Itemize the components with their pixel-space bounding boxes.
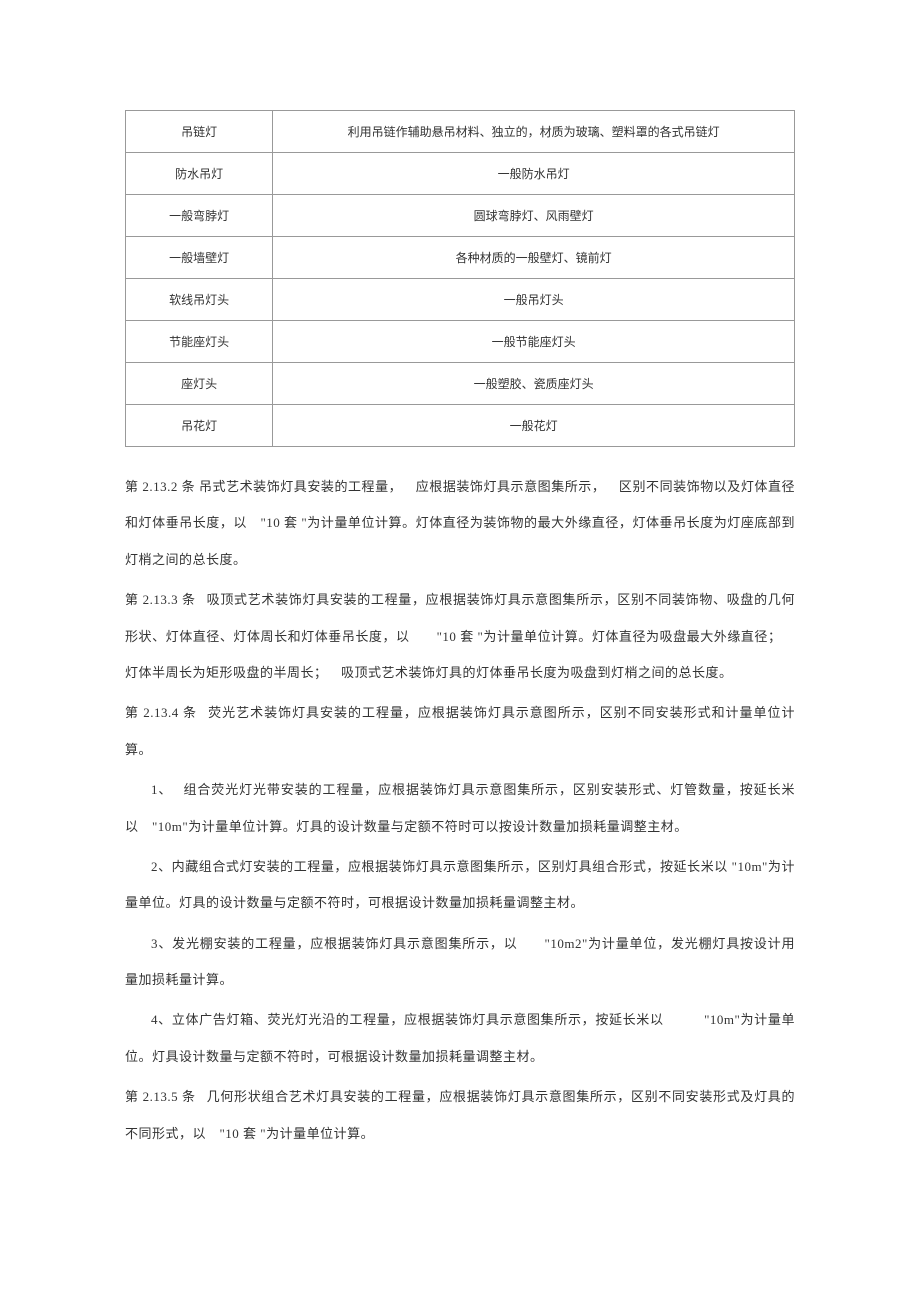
table-row: 节能座灯头 一般节能座灯头 (126, 321, 795, 363)
table-row: 一般墙壁灯 各种材质的一般壁灯、镜前灯 (126, 237, 795, 279)
item-4: 4、立体广告灯箱、荧光灯光沿的工程量，应根据装饰灯具示意图集所示，按延长米以 "… (125, 1002, 795, 1075)
cell-desc: 一般塑胶、瓷质座灯头 (273, 363, 795, 405)
cell-desc: 利用吊链作辅助悬吊材料、独立的，材质为玻璃、塑料罩的各式吊链灯 (273, 111, 795, 153)
cell-name: 吊链灯 (126, 111, 273, 153)
clause-2-13-4: 第 2.13.4 条 荧光艺术装饰灯具安装的工程量，应根据装饰灯具示意图所示，区… (125, 695, 795, 768)
cell-desc: 圆球弯脖灯、风雨壁灯 (273, 195, 795, 237)
cell-name: 座灯头 (126, 363, 273, 405)
table-row: 吊链灯 利用吊链作辅助悬吊材料、独立的，材质为玻璃、塑料罩的各式吊链灯 (126, 111, 795, 153)
light-type-table: 吊链灯 利用吊链作辅助悬吊材料、独立的，材质为玻璃、塑料罩的各式吊链灯 防水吊灯… (125, 110, 795, 447)
clause-2-13-2: 第 2.13.2 条 吊式艺术装饰灯具安装的工程量， 应根据装饰灯具示意图集所示… (125, 469, 795, 578)
table-row: 吊花灯 一般花灯 (126, 405, 795, 447)
table-row: 座灯头 一般塑胶、瓷质座灯头 (126, 363, 795, 405)
cell-desc: 一般吊灯头 (273, 279, 795, 321)
table-row: 一般弯脖灯 圆球弯脖灯、风雨壁灯 (126, 195, 795, 237)
cell-name: 一般弯脖灯 (126, 195, 273, 237)
cell-desc: 一般防水吊灯 (273, 153, 795, 195)
clause-2-13-3: 第 2.13.3 条 吸顶式艺术装饰灯具安装的工程量，应根据装饰灯具示意图集所示… (125, 582, 795, 691)
table-body: 吊链灯 利用吊链作辅助悬吊材料、独立的，材质为玻璃、塑料罩的各式吊链灯 防水吊灯… (126, 111, 795, 447)
cell-desc: 一般节能座灯头 (273, 321, 795, 363)
table-row: 防水吊灯 一般防水吊灯 (126, 153, 795, 195)
cell-name: 吊花灯 (126, 405, 273, 447)
item-1: 1、 组合荧光灯光带安装的工程量，应根据装饰灯具示意图集所示，区别安装形式、灯管… (125, 772, 795, 845)
cell-name: 防水吊灯 (126, 153, 273, 195)
cell-desc: 各种材质的一般壁灯、镜前灯 (273, 237, 795, 279)
cell-desc: 一般花灯 (273, 405, 795, 447)
item-3: 3、发光棚安装的工程量，应根据装饰灯具示意图集所示，以 "10m2"为计量单位，… (125, 926, 795, 999)
item-2: 2、内藏组合式灯安装的工程量，应根据装饰灯具示意图集所示，区别灯具组合形式，按延… (125, 849, 795, 922)
clause-2-13-5: 第 2.13.5 条 几何形状组合艺术灯具安装的工程量，应根据装饰灯具示意图集所… (125, 1079, 795, 1152)
cell-name: 软线吊灯头 (126, 279, 273, 321)
table-row: 软线吊灯头 一般吊灯头 (126, 279, 795, 321)
cell-name: 节能座灯头 (126, 321, 273, 363)
cell-name: 一般墙壁灯 (126, 237, 273, 279)
